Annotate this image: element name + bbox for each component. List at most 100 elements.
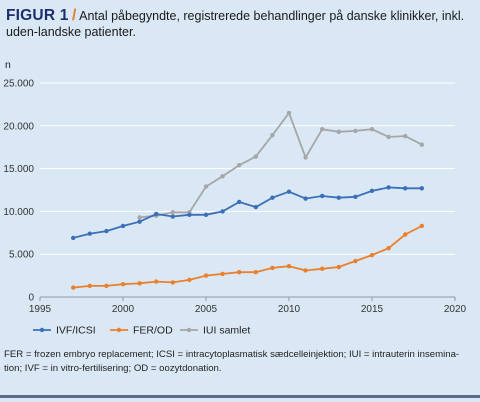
data-point: [419, 186, 424, 191]
data-point: [320, 127, 325, 132]
data-point: [369, 252, 375, 258]
series-lines: [71, 110, 424, 290]
data-point: [203, 212, 209, 218]
data-point: [220, 174, 225, 179]
data-point: [303, 268, 308, 273]
data-point: [71, 235, 76, 241]
data-point: [403, 186, 408, 191]
data-point: [120, 281, 126, 287]
data-point: [253, 154, 258, 159]
data-point: [104, 228, 109, 234]
y-tick-label: 20.000: [3, 121, 34, 132]
data-point: [403, 133, 408, 139]
data-point: [320, 193, 325, 199]
data-point: [419, 142, 424, 147]
data-point: [237, 199, 242, 205]
legend-item: IUI samlet: [180, 325, 250, 337]
figure-title-text: Antal påbegyndte, registrerede behandlin…: [6, 9, 465, 39]
data-point: [253, 269, 258, 275]
series-ivf-icsi: [71, 185, 424, 241]
data-point: [286, 189, 292, 194]
y-tick-label: 15.000: [3, 164, 34, 175]
legend-label: FER/OD: [133, 325, 173, 337]
gridlines: [40, 82, 455, 255]
legend-swatch-marker: [39, 327, 45, 333]
data-point: [220, 209, 225, 214]
data-point: [120, 223, 126, 229]
data-point: [237, 269, 242, 275]
x-tick-label: 2020: [444, 304, 467, 315]
legend-swatch-marker: [116, 327, 122, 333]
data-point: [170, 214, 175, 219]
data-point: [336, 129, 341, 134]
data-point: [87, 231, 93, 236]
data-point: [203, 273, 209, 278]
data-point: [353, 128, 358, 134]
data-point: [270, 265, 275, 271]
data-point: [137, 281, 142, 286]
series-iui-samlet: [137, 110, 424, 220]
x-tick-label: 2000: [112, 304, 135, 315]
data-point: [154, 211, 159, 217]
legend-item: FER/OD: [110, 325, 173, 337]
data-point: [386, 185, 391, 190]
y-tick-label: 0: [28, 293, 34, 304]
x-tick-label: 2010: [278, 304, 301, 315]
data-point: [253, 204, 258, 210]
x-tick-label: 1995: [29, 304, 52, 315]
series-line: [73, 225, 423, 289]
data-point: [71, 285, 76, 290]
data-point: [320, 266, 325, 271]
legend: IVF/ICSI FER/OD IUI samlet: [33, 325, 250, 337]
data-point: [187, 277, 192, 283]
data-point: [104, 283, 109, 289]
data-point: [137, 219, 142, 224]
data-point: [286, 263, 292, 269]
data-point: [286, 110, 292, 116]
data-point: [187, 212, 192, 218]
figure-caption: FER = frozen embryo replacement; ICSI = …: [4, 349, 460, 374]
data-point: [353, 258, 358, 264]
y-tick-labels: 0 5.000 10.000 15.000 20.000 25.000: [3, 79, 34, 304]
legend-item: IVF/ICSI: [33, 325, 96, 337]
data-point: [386, 134, 391, 140]
data-point: [154, 279, 159, 284]
series-line: [72, 186, 422, 239]
x-tick-label: 2015: [361, 304, 384, 315]
series-line: [139, 111, 423, 219]
data-point: [303, 196, 308, 201]
series-fer-od: [71, 223, 424, 290]
data-point: [137, 215, 142, 220]
data-point: [336, 264, 341, 270]
data-point: [237, 162, 242, 168]
y-tick-label: 25.000: [3, 79, 34, 90]
x-tick-labels: 1995 2000 2005 2010 2015 2020: [29, 304, 467, 315]
data-point: [170, 280, 175, 285]
data-point: [203, 184, 209, 189]
data-point: [386, 246, 391, 251]
line-chart: n 0 5.000 10.000 15.000 20.000 25.000 1995 200…: [3, 59, 467, 337]
data-point: [419, 223, 424, 229]
figure-separator: /: [72, 7, 77, 24]
data-point: [303, 155, 308, 160]
legend-label: IUI samlet: [203, 325, 250, 337]
bottom-rule: [0, 395, 480, 398]
data-point: [270, 195, 275, 200]
legend-swatch-marker: [186, 327, 192, 333]
data-point: [170, 210, 175, 215]
y-axis-label: n: [5, 59, 11, 71]
x-axis: [39, 296, 456, 301]
data-point: [270, 133, 275, 138]
data-point: [403, 232, 408, 237]
x-tick-label: 2005: [195, 304, 218, 315]
data-point: [353, 194, 358, 200]
y-tick-label: 10.000: [3, 207, 34, 218]
y-tick-label: 5.000: [9, 250, 34, 261]
legend-label: IVF/ICSI: [56, 325, 96, 337]
data-point: [369, 188, 375, 194]
figure-label: FIGUR 1: [6, 7, 69, 24]
data-point: [87, 283, 93, 289]
data-point: [220, 271, 225, 277]
figure-title: FIGUR 1 / Antal påbegyndte, registrerede…: [6, 8, 474, 40]
data-point: [369, 127, 375, 132]
